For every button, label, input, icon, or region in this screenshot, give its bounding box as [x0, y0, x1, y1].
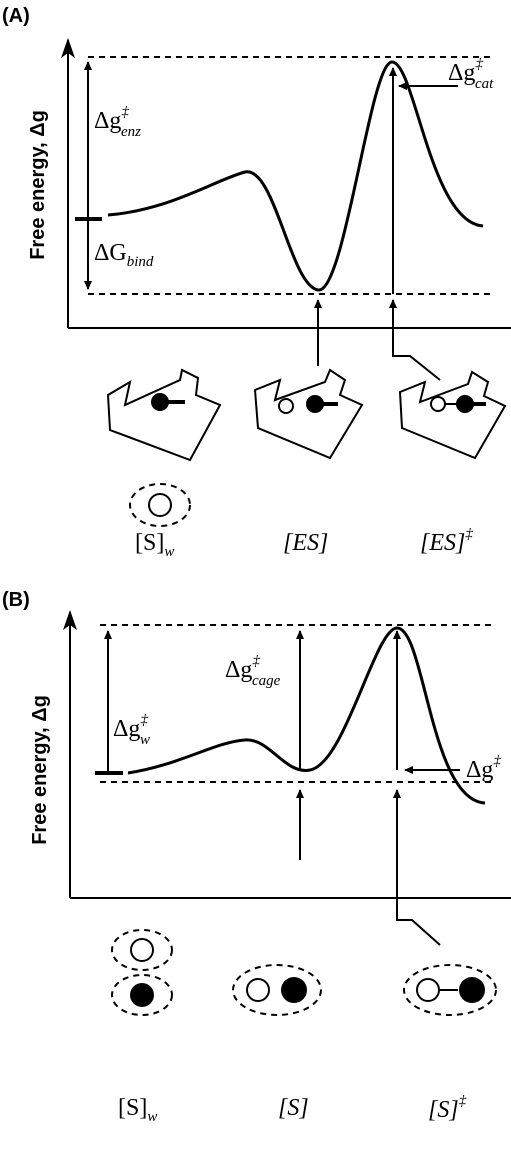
panel-label: (A)	[2, 5, 30, 27]
annotation: Δg‡ cage	[225, 653, 281, 689]
annotation: ΔGbind	[94, 240, 154, 270]
annotation: Δg‡ enz	[94, 104, 141, 140]
state-label: [S]w	[118, 1095, 157, 1125]
panel-b: (B) Free energy, Δg Δg‡ cage Δg‡ w Δg‡ [S]…	[2, 589, 511, 1125]
annotation: Δg‡ cat	[448, 56, 494, 92]
enzyme-cartoon	[106, 368, 222, 462]
state-label: [S]‡	[428, 1093, 467, 1123]
axis-label: Free energy, Δg	[29, 695, 51, 845]
annotation: Δg‡	[466, 753, 501, 783]
state-label: [ES]‡	[420, 526, 473, 556]
solvent-cage	[111, 929, 173, 1016]
substrate	[148, 493, 172, 517]
enzyme-cartoon	[398, 370, 507, 460]
enzyme-cartoon	[253, 368, 364, 460]
arrow	[389, 299, 441, 381]
state-label: [ES]	[283, 530, 328, 556]
state-label: [S]	[278, 1095, 309, 1121]
energy-curve	[127, 626, 486, 805]
panel-label: (B)	[2, 589, 30, 611]
axis-label: Free energy, Δg	[27, 110, 49, 260]
solvent-cage	[129, 483, 191, 527]
arrow	[393, 789, 441, 946]
energy-curve	[107, 60, 484, 292]
annotation: Δg‡ w	[113, 712, 150, 748]
cage-pair	[403, 964, 497, 1016]
panel-a: (A) Free energy, Δg Δg‡ enz ΔGbind Δg‡ cat…	[2, 5, 511, 560]
state-label: [S]w	[135, 530, 174, 560]
cage-pair	[232, 964, 322, 1016]
